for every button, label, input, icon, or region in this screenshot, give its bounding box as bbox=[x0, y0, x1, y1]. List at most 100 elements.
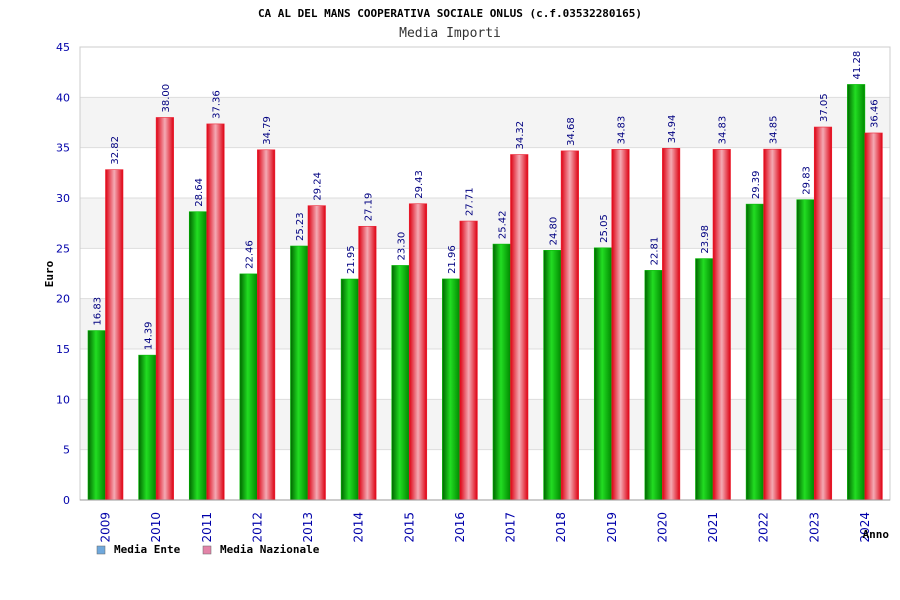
bar-media-ente-2011 bbox=[188, 211, 208, 501]
y-tick-label: 30 bbox=[56, 192, 70, 205]
chart-title: CA AL DEL MANS COOPERATIVA SOCIALE ONLUS… bbox=[258, 7, 642, 20]
bar-media-nazionale-2020 bbox=[662, 147, 681, 501]
x-tick-label: 2013 bbox=[301, 512, 315, 543]
y-tick-label: 40 bbox=[56, 91, 70, 104]
y-axis-ticks: 0 5 10 15 20 25 30 35 40 45 bbox=[56, 41, 70, 507]
legend: Media Ente Media Nazionale bbox=[96, 543, 320, 556]
legend-label-media-nazionale: Media Nazionale bbox=[220, 543, 320, 556]
grid-band bbox=[80, 47, 890, 98]
legend-label-media-ente: Media Ente bbox=[114, 543, 181, 556]
value-labels-group: 16.83 14.39 28.64 22.46 25.23 21.95 23.30 21.96… bbox=[93, 51, 881, 350]
bar-media-ente-2015 bbox=[391, 265, 410, 501]
data-label: 23.30 bbox=[397, 232, 408, 261]
bar-media-ente-2018 bbox=[543, 250, 562, 501]
bar-media-ente-2022 bbox=[745, 203, 764, 501]
bars-group bbox=[87, 84, 883, 501]
y-tick-label: 35 bbox=[56, 142, 70, 155]
bar-media-ente-2014 bbox=[340, 278, 359, 501]
x-tick-label: 2009 bbox=[99, 512, 113, 543]
data-label: 34.79 bbox=[262, 116, 273, 145]
y-axis-label: Euro bbox=[43, 260, 56, 287]
chart-subtitle: Media Importi bbox=[399, 26, 501, 41]
y-tick-label: 10 bbox=[56, 393, 70, 406]
x-tick-label: 2024 bbox=[858, 512, 872, 543]
data-label: 29.24 bbox=[313, 172, 324, 201]
data-label: 36.46 bbox=[870, 99, 881, 128]
bar-media-ente-2016 bbox=[442, 278, 461, 501]
data-label: 29.83 bbox=[802, 166, 813, 195]
data-label: 29.39 bbox=[751, 171, 762, 200]
data-label: 34.83 bbox=[617, 116, 628, 145]
data-label: 28.64 bbox=[194, 178, 205, 207]
x-tick-label: 2011 bbox=[200, 512, 214, 543]
y-tick-label: 5 bbox=[63, 444, 70, 457]
data-label: 21.95 bbox=[346, 245, 357, 274]
data-label: 29.43 bbox=[414, 170, 425, 199]
bar-media-ente-2013 bbox=[290, 245, 309, 501]
y-tick-label: 15 bbox=[56, 343, 70, 356]
data-label: 41.28 bbox=[852, 51, 863, 80]
bar-media-nazionale-2012 bbox=[257, 149, 276, 501]
y-tick-label: 45 bbox=[56, 41, 70, 54]
x-tick-label: 2016 bbox=[453, 512, 467, 543]
x-tick-label: 2010 bbox=[149, 512, 163, 543]
bar-media-nazionale-2015 bbox=[408, 203, 428, 501]
data-label: 22.81 bbox=[650, 237, 661, 266]
x-tick-label: 2021 bbox=[706, 512, 720, 543]
x-tick-label: 2015 bbox=[402, 512, 416, 543]
bar-media-ente-2009 bbox=[87, 330, 106, 501]
bar-media-ente-2012 bbox=[239, 273, 258, 501]
data-label: 25.23 bbox=[295, 212, 306, 241]
x-axis-label: Anno bbox=[863, 528, 890, 541]
x-tick-label: 2012 bbox=[250, 512, 264, 543]
data-label: 37.36 bbox=[212, 90, 223, 119]
data-label: 37.05 bbox=[819, 93, 830, 122]
bar-media-ente-2019 bbox=[593, 247, 613, 501]
bar-media-nazionale-2024 bbox=[864, 132, 883, 501]
x-axis-ticks: 2009 2010 2011 2012 2013 2014 2015 2016 2017 2018… bbox=[99, 512, 872, 543]
data-label: 16.83 bbox=[93, 297, 104, 326]
bar-media-ente-2010 bbox=[138, 354, 157, 501]
x-tick-label: 2020 bbox=[655, 512, 669, 543]
legend-swatch-media-nazionale bbox=[202, 545, 212, 555]
bar-media-nazionale-2011 bbox=[206, 123, 225, 501]
bar-media-nazionale-2010 bbox=[155, 117, 174, 501]
bar-media-nazionale-2009 bbox=[105, 169, 124, 501]
x-tick-label: 2019 bbox=[605, 512, 619, 543]
bar-media-ente-2020 bbox=[644, 270, 663, 501]
bar-media-nazionale-2013 bbox=[307, 205, 326, 501]
x-tick-label: 2014 bbox=[352, 512, 366, 543]
bar-media-ente-2024 bbox=[847, 84, 866, 501]
x-tick-label: 2023 bbox=[807, 512, 821, 543]
data-label: 25.42 bbox=[498, 210, 509, 239]
data-label: 34.68 bbox=[566, 117, 577, 146]
data-label: 23.98 bbox=[700, 225, 711, 254]
data-label: 27.19 bbox=[363, 193, 374, 222]
data-label: 34.85 bbox=[768, 116, 779, 145]
data-label: 21.96 bbox=[447, 245, 458, 274]
y-tick-label: 20 bbox=[56, 293, 70, 306]
bar-media-nazionale-2019 bbox=[611, 149, 630, 501]
bar-media-nazionale-2018 bbox=[560, 150, 579, 501]
data-label: 32.82 bbox=[110, 136, 121, 165]
bar-media-nazionale-2022 bbox=[763, 148, 782, 501]
bar-media-nazionale-2021 bbox=[712, 149, 731, 501]
data-label: 22.46 bbox=[245, 240, 256, 269]
data-label: 38.00 bbox=[161, 84, 172, 113]
y-tick-label: 0 bbox=[63, 494, 70, 507]
data-label: 34.83 bbox=[718, 116, 729, 145]
data-label: 34.32 bbox=[515, 121, 526, 150]
y-tick-label: 25 bbox=[56, 242, 70, 255]
bar-media-nazionale-2016 bbox=[459, 220, 478, 501]
bar-media-nazionale-2017 bbox=[510, 154, 529, 501]
bar-media-ente-2021 bbox=[695, 258, 714, 501]
data-label: 34.94 bbox=[667, 115, 678, 144]
data-label: 14.39 bbox=[143, 322, 154, 351]
x-tick-label: 2022 bbox=[757, 512, 771, 543]
legend-swatch-media-ente bbox=[96, 545, 106, 555]
x-tick-label: 2018 bbox=[554, 512, 568, 543]
bar-media-nazionale-2023 bbox=[813, 126, 833, 501]
data-label: 25.05 bbox=[599, 214, 610, 243]
bar-media-ente-2023 bbox=[796, 199, 815, 501]
